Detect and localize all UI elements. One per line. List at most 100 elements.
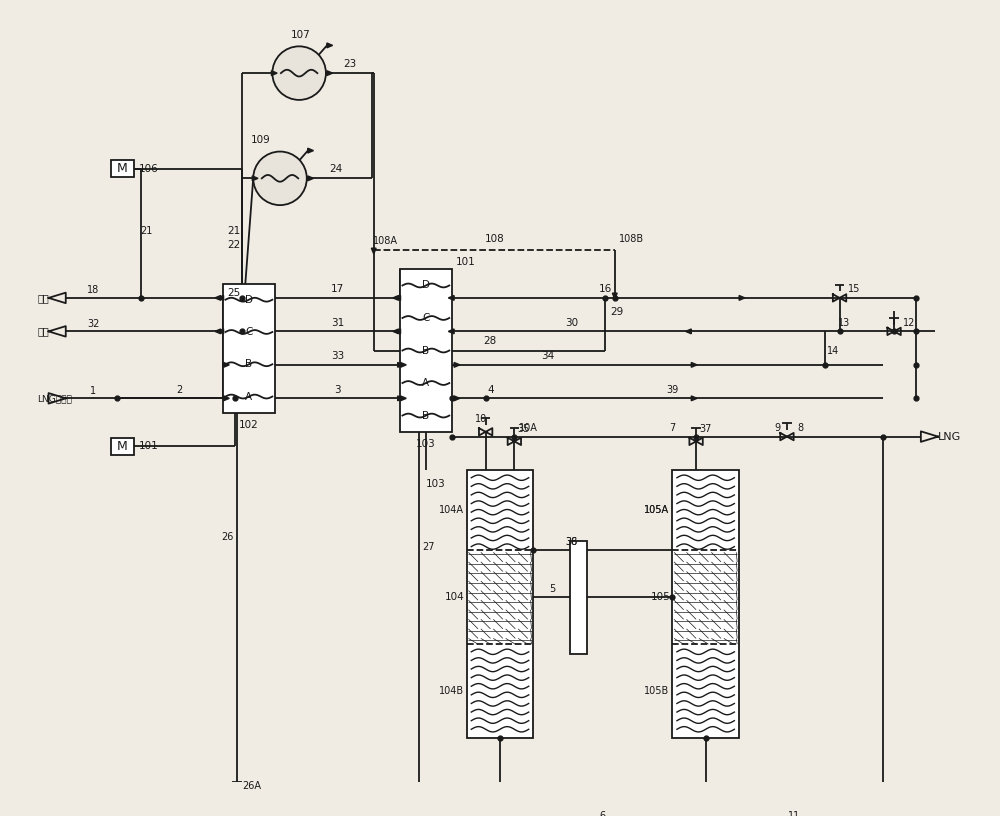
Polygon shape bbox=[398, 396, 403, 401]
Text: A: A bbox=[422, 378, 429, 388]
Bar bbox=[111, 437, 134, 455]
Text: LNG: LNG bbox=[938, 432, 961, 441]
Bar bbox=[467, 470, 533, 738]
Text: LNG闪蒸气: LNG闪蒸气 bbox=[37, 394, 72, 403]
Bar bbox=[570, 541, 587, 654]
Text: 18: 18 bbox=[87, 286, 100, 295]
Polygon shape bbox=[327, 43, 333, 48]
Polygon shape bbox=[454, 362, 460, 367]
Text: 21: 21 bbox=[227, 226, 241, 236]
Text: 108A: 108A bbox=[373, 236, 398, 246]
Polygon shape bbox=[308, 176, 313, 180]
Text: 2: 2 bbox=[176, 384, 183, 395]
Text: 7: 7 bbox=[669, 423, 675, 433]
Text: 10A: 10A bbox=[519, 423, 538, 433]
Text: 30: 30 bbox=[565, 317, 578, 328]
Text: 8: 8 bbox=[797, 423, 803, 433]
Text: C: C bbox=[422, 313, 430, 323]
Text: 29: 29 bbox=[610, 308, 623, 317]
Text: 107: 107 bbox=[291, 30, 311, 40]
Text: M: M bbox=[117, 162, 128, 175]
Text: 5: 5 bbox=[549, 583, 556, 594]
Text: 39: 39 bbox=[666, 384, 678, 395]
Polygon shape bbox=[308, 149, 313, 153]
Text: 23: 23 bbox=[343, 59, 356, 69]
Bar bbox=[400, 269, 452, 432]
Polygon shape bbox=[401, 396, 406, 401]
Text: 104: 104 bbox=[445, 592, 465, 602]
Polygon shape bbox=[686, 329, 691, 334]
Text: 32: 32 bbox=[87, 319, 100, 329]
Text: A: A bbox=[245, 392, 252, 401]
Polygon shape bbox=[612, 293, 617, 299]
Text: 3: 3 bbox=[334, 384, 341, 395]
Text: 37: 37 bbox=[699, 424, 712, 434]
Polygon shape bbox=[393, 329, 399, 334]
Polygon shape bbox=[739, 295, 745, 300]
Text: 103: 103 bbox=[426, 480, 445, 490]
Text: 101: 101 bbox=[456, 256, 475, 267]
Polygon shape bbox=[398, 362, 403, 367]
Text: B: B bbox=[422, 410, 429, 420]
Text: 109: 109 bbox=[251, 135, 271, 145]
Text: B: B bbox=[245, 359, 252, 370]
Text: C: C bbox=[245, 327, 253, 337]
Text: 35: 35 bbox=[518, 424, 530, 434]
Bar bbox=[672, 470, 739, 738]
Text: 105A: 105A bbox=[644, 505, 669, 515]
Text: 105A: 105A bbox=[644, 505, 669, 515]
Polygon shape bbox=[395, 295, 401, 300]
Text: 101: 101 bbox=[139, 441, 159, 451]
Polygon shape bbox=[215, 329, 221, 334]
Text: 22: 22 bbox=[227, 240, 241, 251]
Text: 26: 26 bbox=[221, 532, 234, 542]
Text: M: M bbox=[117, 440, 128, 453]
Text: 25: 25 bbox=[227, 288, 241, 298]
Polygon shape bbox=[454, 396, 460, 401]
Text: 13: 13 bbox=[838, 317, 850, 328]
Text: B: B bbox=[422, 345, 429, 356]
Text: D: D bbox=[422, 281, 430, 290]
Text: 27: 27 bbox=[422, 542, 435, 552]
Text: 105: 105 bbox=[651, 592, 671, 602]
Text: 34: 34 bbox=[541, 351, 554, 361]
Polygon shape bbox=[252, 176, 258, 180]
Text: 12: 12 bbox=[903, 317, 916, 328]
Text: 氦气: 氦气 bbox=[37, 326, 49, 336]
Text: 105B: 105B bbox=[644, 686, 669, 696]
Text: 21: 21 bbox=[140, 226, 152, 236]
Polygon shape bbox=[218, 329, 224, 334]
Circle shape bbox=[272, 47, 326, 100]
Text: 11: 11 bbox=[788, 811, 800, 816]
Text: 38: 38 bbox=[566, 537, 578, 547]
Text: 16: 16 bbox=[599, 284, 612, 295]
Text: 28: 28 bbox=[483, 336, 496, 346]
Polygon shape bbox=[395, 329, 401, 334]
Polygon shape bbox=[327, 71, 333, 76]
Text: 氦气: 氦气 bbox=[37, 293, 49, 303]
Text: 9: 9 bbox=[774, 423, 780, 433]
Polygon shape bbox=[448, 329, 454, 334]
Text: 106: 106 bbox=[139, 164, 159, 174]
Polygon shape bbox=[393, 295, 399, 300]
Polygon shape bbox=[691, 362, 697, 367]
Text: 1: 1 bbox=[90, 386, 97, 396]
Text: D: D bbox=[245, 295, 253, 304]
Text: 10: 10 bbox=[475, 415, 487, 424]
Polygon shape bbox=[271, 71, 277, 76]
Text: 6: 6 bbox=[600, 811, 606, 816]
Polygon shape bbox=[448, 295, 454, 300]
Text: 33: 33 bbox=[331, 351, 344, 361]
Polygon shape bbox=[218, 295, 224, 300]
Text: 108: 108 bbox=[484, 233, 504, 244]
Text: 24: 24 bbox=[329, 164, 342, 174]
Text: 31: 31 bbox=[331, 317, 344, 328]
Polygon shape bbox=[401, 362, 406, 367]
Text: 26A: 26A bbox=[242, 781, 261, 791]
Text: 104B: 104B bbox=[439, 686, 464, 696]
Text: 36: 36 bbox=[566, 537, 578, 547]
Text: 102: 102 bbox=[239, 420, 259, 430]
Polygon shape bbox=[691, 396, 697, 401]
Bar bbox=[223, 283, 275, 413]
Text: 15: 15 bbox=[848, 284, 860, 295]
